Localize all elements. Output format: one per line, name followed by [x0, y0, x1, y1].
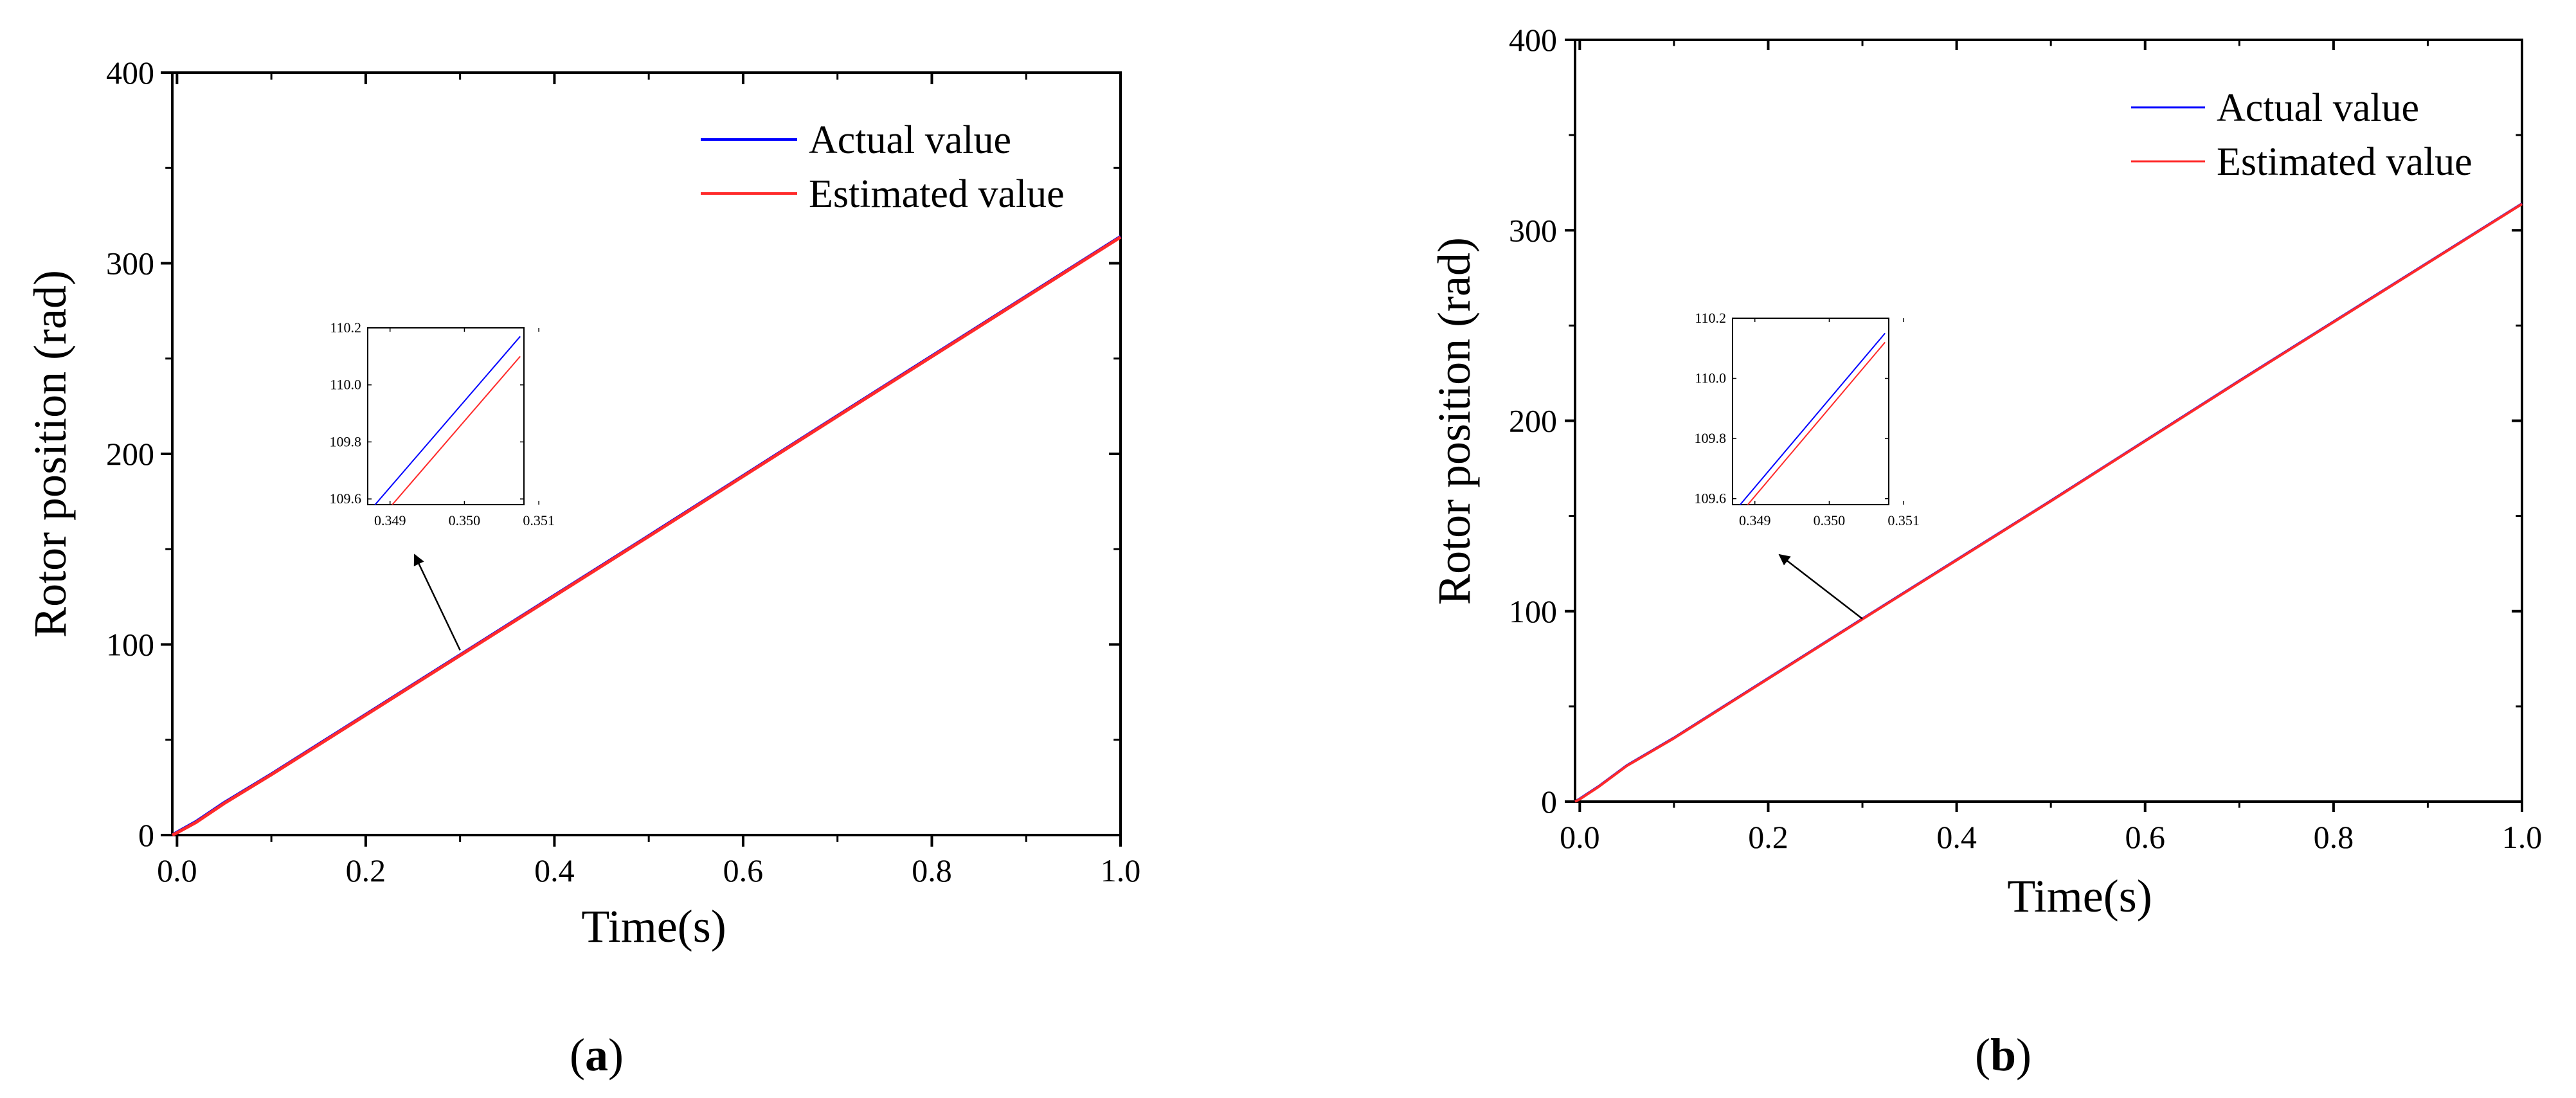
series-lines	[1574, 203, 2523, 803]
panel-caption: (a)	[570, 1029, 624, 1081]
x-tick-label: 0.6	[723, 852, 764, 888]
y-tick-label: 100	[106, 627, 154, 663]
x-tick-label: 0.2	[346, 852, 386, 888]
x-tick-label: 1.0	[1101, 852, 1141, 888]
y-tick-label: 100	[1509, 593, 1557, 629]
y-tick-label: 200	[1509, 403, 1557, 439]
x-tick-label: 0.4	[1936, 819, 1977, 855]
y-tick-label: 400	[106, 55, 154, 91]
inset-estimated-line	[1747, 341, 1886, 505]
y-tick-label: 400	[1509, 22, 1557, 58]
zoom-inset: 109.6 109.8 110.0 110.2 0.349 0.350 0.351	[330, 320, 555, 651]
inset-x-tick-label: 0.350	[1814, 512, 1846, 528]
tick-labels: 0.0 0.2 0.4 0.6 0.8 1.0 0 100 200 300 400	[1509, 22, 2542, 855]
legend: Actual value Estimated value	[2131, 86, 2472, 184]
x-axis-label: Time(s)	[581, 901, 726, 952]
y-tick-label: 300	[106, 246, 154, 282]
inset-y-tick-label: 110.0	[330, 377, 361, 393]
inset-y-tick-label: 110.2	[1695, 310, 1726, 326]
axis-ticks	[161, 71, 1122, 847]
y-tick-label: 200	[106, 436, 154, 472]
x-tick-label: 0.6	[2125, 819, 2165, 855]
legend-label-actual: Actual value	[2217, 86, 2419, 130]
x-tick-label: 0.4	[534, 852, 575, 888]
inset-x-tick-label: 0.349	[1739, 512, 1771, 528]
series-lines	[171, 235, 1122, 837]
inset-y-tick-label: 109.6	[330, 491, 362, 507]
inset-frame	[1732, 318, 1889, 505]
series-estimated-line	[1574, 203, 2523, 803]
x-tick-label: 0.0	[1560, 819, 1600, 855]
inset-y-tick-label: 109.8	[1695, 430, 1727, 446]
inset-frame	[367, 327, 525, 505]
inset-y-tick-label: 109.6	[1695, 491, 1727, 507]
legend-label-estimated: Estimated value	[2217, 140, 2472, 184]
zoom-arrow	[413, 554, 461, 651]
panel-caption: (b)	[1975, 1029, 2031, 1081]
inset-actual-line	[1739, 332, 1886, 505]
legend-label-actual: Actual value	[809, 118, 1011, 162]
zoom-arrow	[1778, 554, 1863, 620]
tick-labels: 0.0 0.2 0.4 0.6 0.8 1.0 0 100 200 300 400	[106, 55, 1140, 888]
x-tick-label: 0.8	[912, 852, 952, 888]
x-tick-label: 0.8	[2314, 819, 2354, 855]
inset-y-tick-label: 109.8	[330, 433, 362, 449]
y-axis-label: Rotor position (rad)	[24, 270, 76, 638]
legend: Actual value Estimated value	[701, 118, 1065, 216]
x-axis-label: Time(s)	[2007, 870, 2152, 922]
inset-x-tick-label: 0.349	[374, 512, 406, 528]
inset-x-tick-label: 0.350	[449, 512, 481, 528]
legend-label-estimated: Estimated value	[809, 172, 1065, 216]
axis-ticks	[1565, 39, 2523, 812]
x-tick-label: 1.0	[2502, 819, 2543, 855]
inset-x-tick-label: 0.351	[523, 512, 555, 528]
zoom-inset: 109.6 109.8 110.0 110.2 0.349 0.350 0.351	[1695, 310, 1920, 620]
x-tick-label: 0.0	[157, 852, 197, 888]
x-tick-label: 0.2	[1748, 819, 1788, 855]
inset-estimated-line	[391, 356, 521, 505]
inset-y-tick-label: 110.2	[330, 320, 361, 336]
y-tick-label: 300	[1509, 212, 1557, 248]
inset-actual-line	[374, 336, 521, 505]
y-tick-label: 0	[138, 817, 154, 853]
inset-y-tick-label: 110.0	[1695, 370, 1726, 386]
y-tick-label: 0	[1541, 784, 1557, 820]
inset-x-tick-label: 0.351	[1887, 512, 1920, 528]
y-axis-label: Rotor position (rad)	[1428, 237, 1480, 605]
series-estimated-line	[171, 235, 1122, 837]
